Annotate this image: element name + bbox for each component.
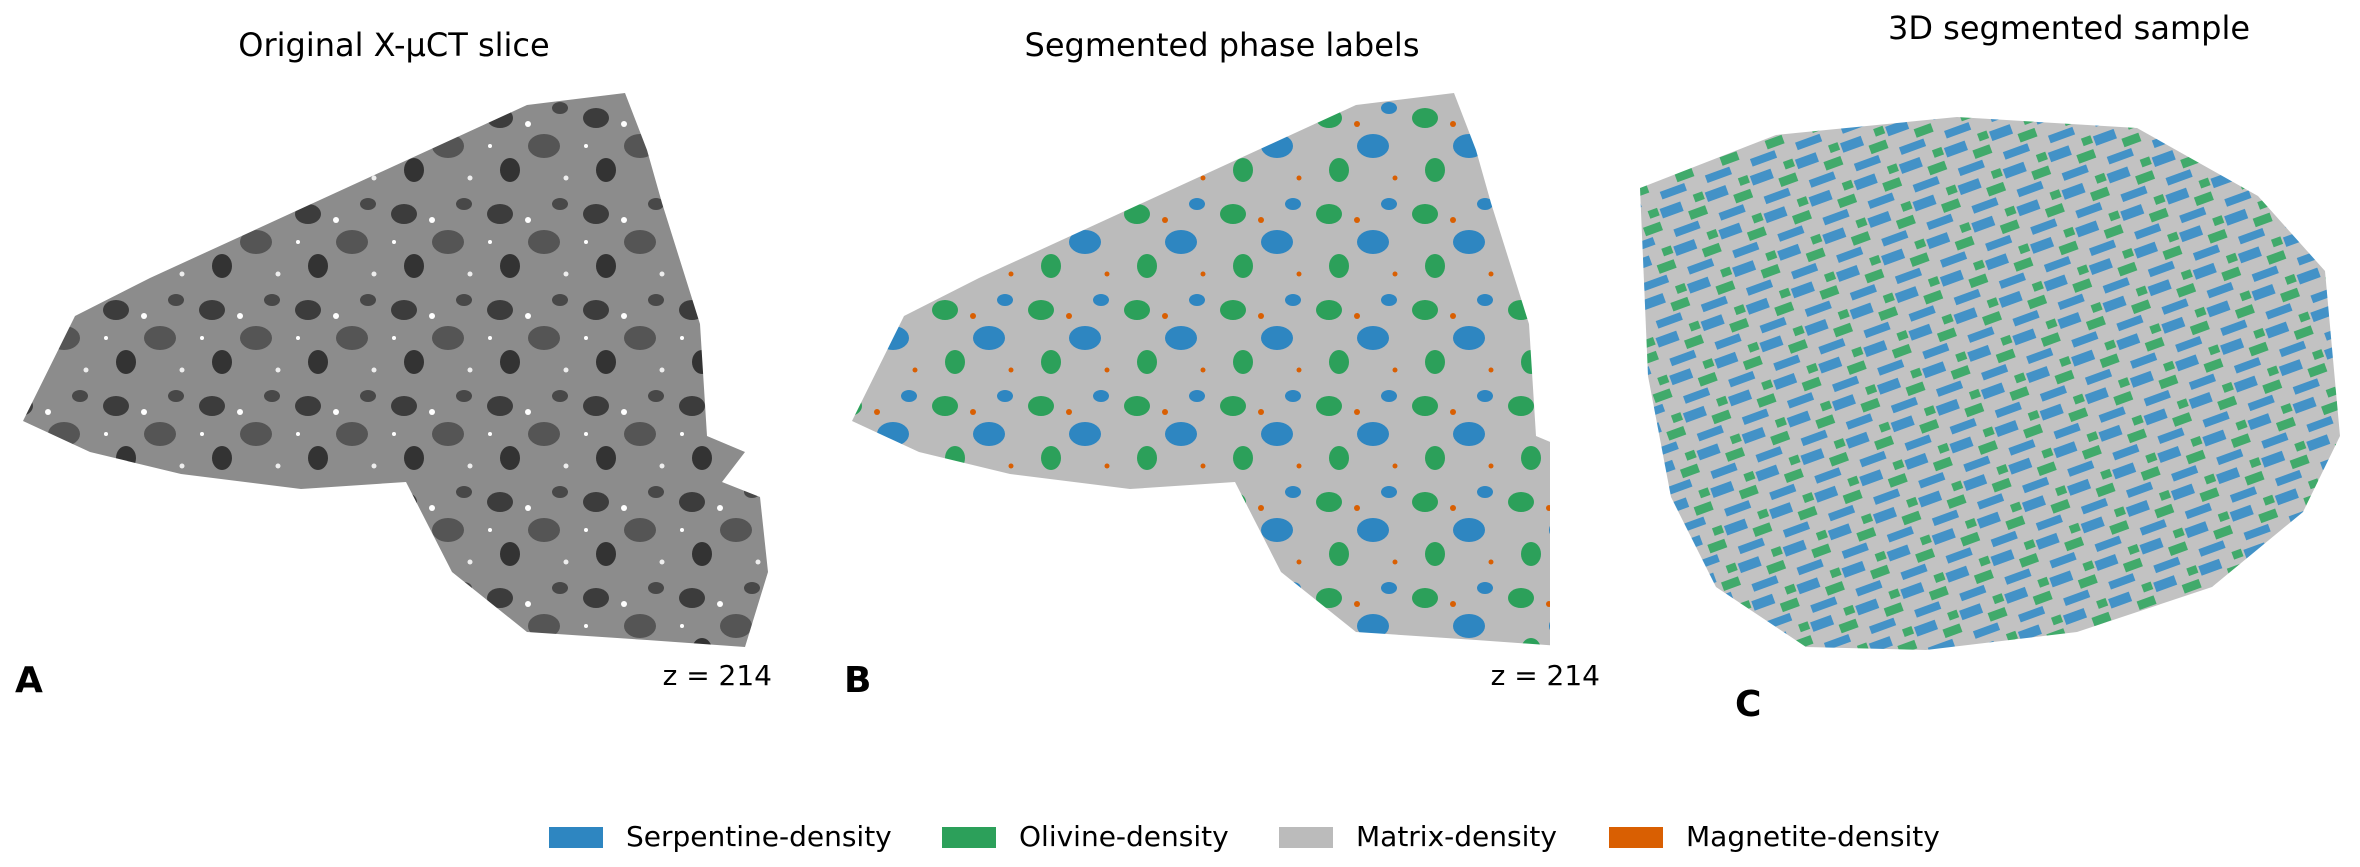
slice-annotation: z = 214 [663,659,772,692]
panel-label: A [15,660,43,701]
panel-label: C [1735,684,1761,725]
slice-annotation: z = 214 [1491,659,1600,692]
legend-swatch [942,827,996,848]
legend-swatch [549,827,603,848]
panel-title: 3D segmented sample [1888,9,2250,47]
legend-label: Serpentine-density [626,820,892,853]
legend-label: Matrix-density [1356,820,1557,853]
panel-label: B [844,660,871,701]
legend-swatch [1279,827,1333,848]
legend-swatch [1609,827,1663,848]
3d-sample-render [1640,117,2340,650]
panel-title: Segmented phase labels [1025,26,1420,64]
legend-label: Olivine-density [1019,820,1229,853]
segmented-slice-image [852,93,1550,647]
panel-title: Original X-μCT slice [238,26,549,64]
legend: Serpentine-density Olivine-density Matrix-… [549,820,1940,853]
ct-slice-image [23,93,768,647]
segmented-slice [852,93,1550,647]
legend-label: Magnetite-density [1686,820,1940,853]
